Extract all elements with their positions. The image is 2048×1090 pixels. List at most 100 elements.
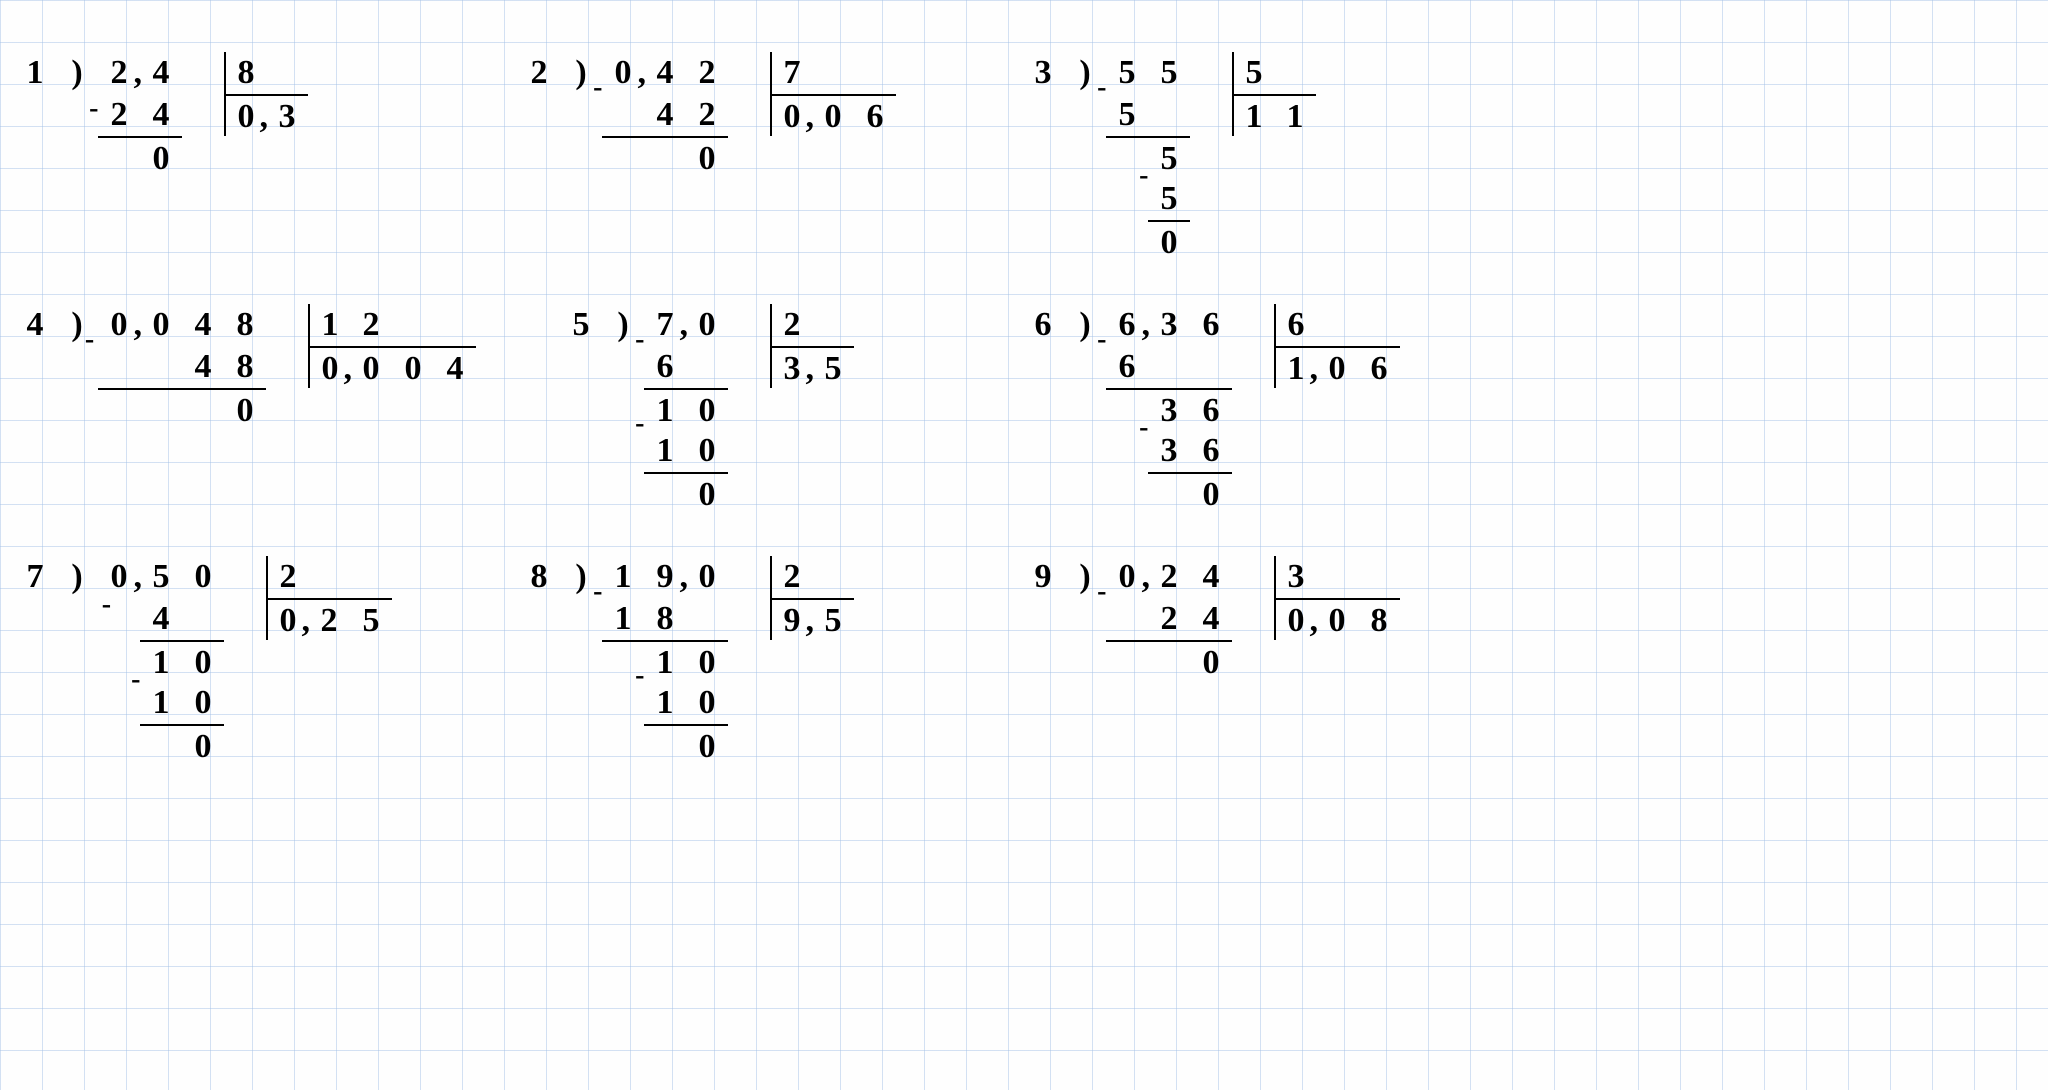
cell-p7.rule.z: [140, 724, 182, 766]
cell-p3.q.0: 1: [1232, 94, 1274, 136]
cell-p4.dvd.2: 4: [182, 304, 224, 346]
cell-p7.w.2.0: 1: [140, 682, 182, 724]
cell-p6.w.2.1: 6: [1190, 430, 1232, 472]
cell-p1.num: 1: [14, 52, 56, 94]
cell-p2.q.1: 0: [812, 94, 854, 136]
cell-p2.num: 2: [518, 52, 560, 94]
cell-p7.q.1: 2: [308, 598, 350, 640]
cell-p5.w.3.0: 0: [686, 472, 728, 514]
cell-p2.dvs.0: 7: [770, 52, 812, 94]
cell-p3.num: 3: [1022, 52, 1064, 94]
cell-p7.num: 7: [14, 556, 56, 598]
cell-p9.rule.b: [1148, 640, 1190, 682]
cell-p2.q.2: 6: [854, 94, 896, 136]
cell-p5.rule.z: [644, 472, 686, 514]
cell-p6.num: 6: [1022, 304, 1064, 346]
cell-p9.w.1.0: 0: [1190, 640, 1232, 682]
cell-p4.q.2: 0: [392, 346, 434, 388]
cell-p8.w.3.0: 0: [686, 724, 728, 766]
cell-p6.w.0.0: 6: [1106, 346, 1148, 388]
cell-p7.minus1: -: [85, 590, 127, 632]
cell-p8.w.2.1: 0: [686, 682, 728, 724]
cell-p5.w.0.0: 6: [644, 346, 686, 388]
cell-p7.q.2: 5: [350, 598, 392, 640]
cell-p9.num: 9: [1022, 556, 1064, 598]
cell-p6.dvd.2: 6: [1190, 304, 1232, 346]
cell-p3.q.1: 1: [1274, 94, 1316, 136]
cell-p5.q.1: 5: [812, 346, 854, 388]
cell-p5.w.2.0: 1: [644, 430, 686, 472]
cell-p3.w.3.0: 0: [1148, 220, 1190, 262]
cell-p6.w.1.1: 6: [1190, 388, 1232, 430]
cell-p6.dvd.1: 3: [1148, 304, 1190, 346]
cell-p2.minus: -: [577, 73, 619, 115]
cell-p1.paren: ): [56, 52, 98, 94]
cell-p4.dvd.1: 0: [140, 304, 182, 346]
cell-p7.w.2.1: 0: [182, 682, 224, 724]
cell-p5.num: 5: [560, 304, 602, 346]
cell-p6.w.3.0: 0: [1190, 472, 1232, 514]
cell-p9.w.0.1: 4: [1190, 598, 1232, 640]
cell-p8.w.1.1: 0: [686, 640, 728, 682]
cell-p9.rule.a: [1106, 640, 1148, 682]
cell-p2.rule.a: [602, 136, 644, 178]
cell-p8.rule.z: [644, 724, 686, 766]
cell-p8.w.0.1: 8: [644, 598, 686, 640]
cell-p4.minus: -: [69, 325, 111, 367]
cell-p4.w.0.0: 4: [182, 346, 224, 388]
cell-p2.w.0.0: 4: [644, 94, 686, 136]
cell-p4.dvs.1: 2: [350, 304, 392, 346]
cell-p4.q.3: 4: [434, 346, 476, 388]
cell-p4.dvs.0: 1: [308, 304, 350, 346]
cell-p7.w.1.1: 0: [182, 640, 224, 682]
cell-p4.w.0.1: 8: [224, 346, 266, 388]
cell-p5.dvs.0: 2: [770, 304, 812, 346]
cell-p5.w.2.1: 0: [686, 430, 728, 472]
cell-p7.dvd.1: 5: [140, 556, 182, 598]
cell-p8.dvs.0: 2: [770, 556, 812, 598]
cell-p1.w.0.1: 4: [140, 94, 182, 136]
cell-p9.q.1: 0: [1316, 598, 1358, 640]
cell-p2.rule.b: [644, 136, 686, 178]
cell-p3.w.2.0: 5: [1148, 178, 1190, 220]
cell-p3.dvs.0: 5: [1232, 52, 1274, 94]
cell-p4.num: 4: [14, 304, 56, 346]
cell-p4.dvd.3: 8: [224, 304, 266, 346]
cell-p4.w.1.0: 0: [224, 388, 266, 430]
cell-p7.dvd.2: 0: [182, 556, 224, 598]
cell-p6.rule.z: [1148, 472, 1190, 514]
cell-p4.rule.a: [98, 388, 140, 430]
cell-p8.num: 8: [518, 556, 560, 598]
cell-p4.q.1: 0: [350, 346, 392, 388]
cell-p6.q.1: 0: [1316, 346, 1358, 388]
cell-p1.dvd.1: 4: [140, 52, 182, 94]
cell-p8.w.2.0: 1: [644, 682, 686, 724]
cell-p3.w.0.0: 5: [1106, 94, 1148, 136]
cell-p8.w.0.0: 1: [602, 598, 644, 640]
cell-p1.rule.a: [98, 136, 140, 178]
cell-p8.q.1: 5: [812, 598, 854, 640]
cell-p9.q.2: 8: [1358, 598, 1400, 640]
cell-p2.dvd.2: 2: [686, 52, 728, 94]
cell-p1.w.1.0: 0: [140, 136, 182, 178]
cell-p5.w.1.1: 0: [686, 388, 728, 430]
cell-p6.w.2.0: 3: [1148, 430, 1190, 472]
cell-p7.dvs.0: 2: [266, 556, 308, 598]
cell-p2.w.1.0: 0: [686, 136, 728, 178]
cell-p8.dvd.2: 0: [686, 556, 728, 598]
cell-p7.w.3.0: 0: [182, 724, 224, 766]
cell-p4.rule.b: [140, 388, 182, 430]
cell-p3.dvd.1: 5: [1148, 52, 1190, 94]
cell-p1.q.1: 3: [266, 94, 308, 136]
cell-p7.w.0.0: 4: [140, 598, 182, 640]
cell-p9.w.0.0: 2: [1148, 598, 1190, 640]
cell-p6.q.2: 6: [1358, 346, 1400, 388]
cell-p6.dvs.0: 6: [1274, 304, 1316, 346]
cell-p4.rule.c: [182, 388, 224, 430]
cell-p1.w.0.0: 2: [98, 94, 140, 136]
cell-p1.dvs.0: 8: [224, 52, 266, 94]
cell-p2.dvd.1: 4: [644, 52, 686, 94]
cell-p9.minus: -: [1081, 577, 1123, 619]
cell-p9.dvd.2: 4: [1190, 556, 1232, 598]
cell-p2.w.0.1: 2: [686, 94, 728, 136]
